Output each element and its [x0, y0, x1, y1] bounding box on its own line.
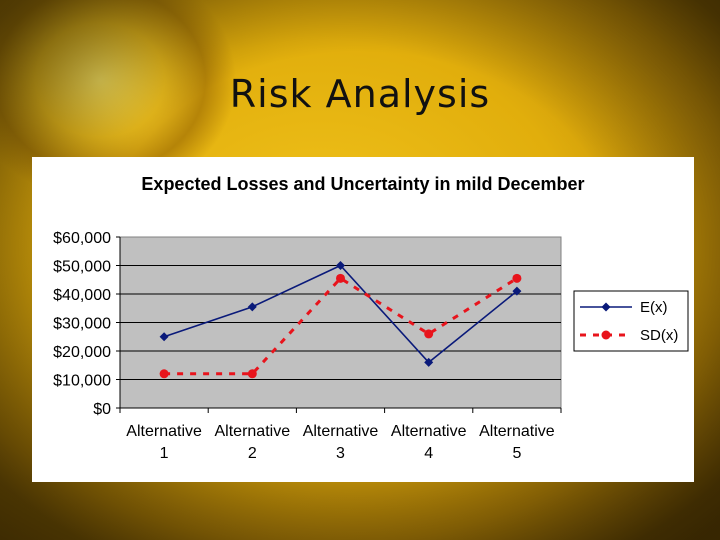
legend-label-1: E(x): [640, 299, 668, 316]
x-tick-label: Alternative: [215, 423, 291, 440]
series-point-2: [247, 369, 257, 379]
x-tick-label: Alternative: [391, 423, 467, 440]
legend-marker-2: [601, 330, 611, 340]
series-point-2: [512, 273, 522, 283]
series-point-1: [159, 332, 169, 342]
x-tick-label: 3: [336, 445, 345, 462]
series-point-2: [424, 329, 434, 339]
y-tick-label: $0: [93, 401, 111, 418]
y-tick-label: $10,000: [53, 373, 111, 390]
y-tick-label: $20,000: [53, 344, 111, 361]
y-tick-label: $50,000: [53, 259, 111, 276]
series-point-1: [336, 261, 345, 270]
legend-label-2: SD(x): [640, 327, 678, 344]
x-tick-label: Alternative: [126, 423, 202, 440]
x-tick-label: 1: [160, 445, 169, 462]
x-tick-label: 2: [248, 445, 257, 462]
legend-box: [573, 290, 689, 352]
chart-title: Expected Losses and Uncertainty in mild …: [141, 174, 584, 194]
y-tick-label: $30,000: [53, 316, 111, 333]
series-point-1: [247, 302, 257, 312]
x-tick-label: 5: [512, 445, 521, 462]
y-tick-label: $40,000: [53, 287, 111, 304]
y-tick-label: $60,000: [53, 230, 111, 247]
line-chart: Expected Losses and Uncertainty in mild …: [53, 174, 689, 462]
series-point-1: [424, 357, 434, 367]
slide-title: Risk Analysis: [229, 72, 491, 116]
x-tick-label: Alternative: [479, 423, 555, 440]
series-point-1: [512, 286, 522, 296]
legend-marker-1: [601, 302, 611, 312]
x-tick-label: Alternative: [303, 423, 379, 440]
chart-panel: Expected Losses and Uncertainty in mild …: [32, 157, 694, 482]
series-point-2: [336, 273, 345, 283]
series-point-2: [159, 369, 169, 379]
x-tick-label: 4: [424, 445, 433, 462]
